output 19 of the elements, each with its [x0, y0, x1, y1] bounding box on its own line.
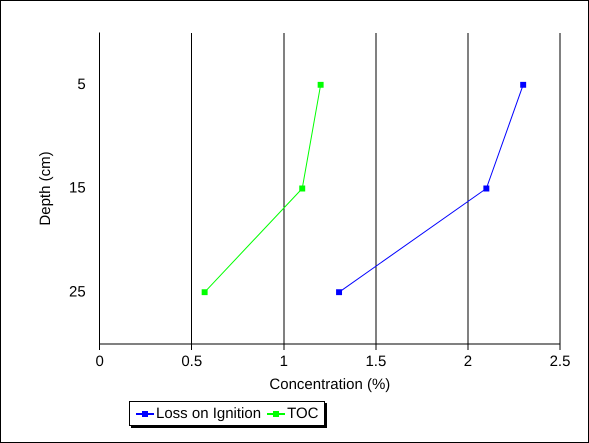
point	[202, 289, 208, 296]
point	[336, 289, 342, 296]
x-axis-title: Concentration (%)	[269, 376, 390, 394]
y-tick-label: 15	[68, 180, 86, 197]
y-tick-label: 25	[68, 283, 86, 300]
x-tick-label: 1	[280, 353, 288, 370]
legend-label: TOC	[287, 405, 318, 422]
legend-label: Loss on Ignition	[156, 405, 262, 422]
point	[520, 82, 526, 88]
point	[318, 82, 324, 88]
x-tick-label: 0	[96, 353, 104, 370]
point	[299, 186, 306, 192]
x-tick-label: 1.5	[365, 353, 386, 370]
x-tick-label: 2.5	[550, 353, 570, 370]
x-tick-label: 0.5	[181, 353, 202, 370]
point	[483, 186, 490, 192]
y-axis-title: Depth (cm)	[37, 151, 54, 226]
y-tick-label: 5	[77, 76, 86, 93]
x-tick-label: 2	[464, 353, 472, 370]
